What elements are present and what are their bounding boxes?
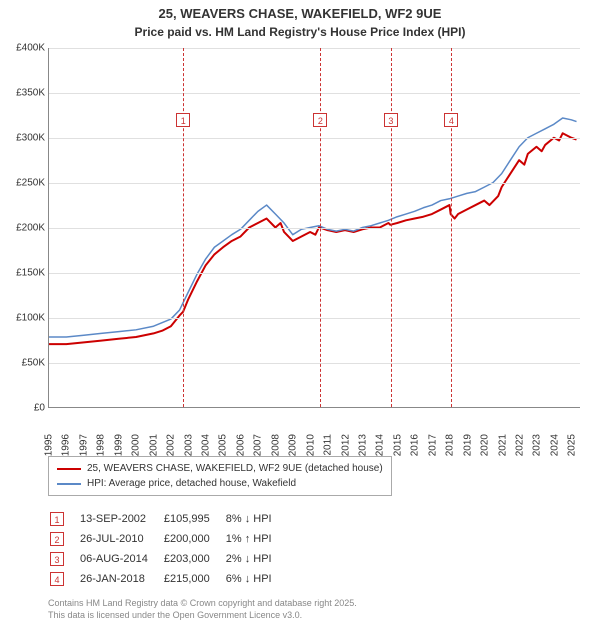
y-tick-label: £150K bbox=[7, 268, 45, 279]
x-tick-label: 2009 bbox=[288, 434, 299, 456]
sale-marker-label: 3 bbox=[384, 113, 398, 127]
legend-label: 25, WEAVERS CHASE, WAKEFIELD, WF2 9UE (d… bbox=[87, 461, 383, 476]
y-tick-label: £100K bbox=[7, 313, 45, 324]
gridline bbox=[49, 138, 580, 139]
sale-row: 2 26-JUL-2010£200,0001% ↑ HPI bbox=[50, 530, 286, 548]
legend-label: HPI: Average price, detached house, Wake… bbox=[87, 476, 296, 491]
x-tick-label: 2014 bbox=[375, 434, 386, 456]
x-tick-label: 2011 bbox=[323, 434, 334, 456]
sale-marker-label: 2 bbox=[313, 113, 327, 127]
gridline bbox=[49, 93, 580, 94]
x-tick-label: 1998 bbox=[96, 434, 107, 456]
x-tick-label: 2002 bbox=[166, 434, 177, 456]
sale-marker-line bbox=[391, 48, 392, 407]
sale-index: 1 bbox=[50, 512, 64, 526]
sale-diff: 6% ↓ HPI bbox=[226, 570, 286, 588]
x-tick-label: 2017 bbox=[427, 434, 438, 456]
sale-marker-label: 1 bbox=[176, 113, 190, 127]
x-tick-label: 2022 bbox=[514, 434, 525, 456]
x-tick-label: 2018 bbox=[445, 434, 456, 456]
x-tick-label: 2019 bbox=[462, 434, 473, 456]
sale-index: 3 bbox=[50, 552, 64, 566]
x-tick-label: 2005 bbox=[218, 434, 229, 456]
sale-date: 13-SEP-2002 bbox=[80, 510, 162, 528]
legend: 25, WEAVERS CHASE, WAKEFIELD, WF2 9UE (d… bbox=[48, 456, 392, 496]
x-tick-label: 1995 bbox=[44, 434, 55, 456]
x-tick-label: 2006 bbox=[235, 434, 246, 456]
x-tick-label: 1997 bbox=[78, 434, 89, 456]
sale-index: 4 bbox=[50, 572, 64, 586]
footer: Contains HM Land Registry data © Crown c… bbox=[48, 598, 590, 621]
sale-date: 26-JAN-2018 bbox=[80, 570, 162, 588]
sale-row: 4 26-JAN-2018£215,0006% ↓ HPI bbox=[50, 570, 286, 588]
sale-row: 3 06-AUG-2014£203,0002% ↓ HPI bbox=[50, 550, 286, 568]
sale-marker-line bbox=[320, 48, 321, 407]
x-tick-label: 1996 bbox=[61, 434, 72, 456]
x-tick-label: 2020 bbox=[480, 434, 491, 456]
sale-price: £203,000 bbox=[164, 550, 224, 568]
sale-diff: 1% ↑ HPI bbox=[226, 530, 286, 548]
gridline bbox=[49, 363, 580, 364]
y-tick-label: £50K bbox=[7, 358, 45, 369]
sale-row: 1 13-SEP-2002£105,9958% ↓ HPI bbox=[50, 510, 286, 528]
gridline bbox=[49, 228, 580, 229]
gridline bbox=[49, 273, 580, 274]
x-tick-label: 2003 bbox=[183, 434, 194, 456]
chart: £0£50K£100K£150K£200K£250K£300K£350K£400… bbox=[10, 48, 590, 408]
legend-row: HPI: Average price, detached house, Wake… bbox=[57, 476, 383, 491]
x-tick-label: 2016 bbox=[410, 434, 421, 456]
x-tick-label: 2001 bbox=[148, 434, 159, 456]
title-main: 25, WEAVERS CHASE, WAKEFIELD, WF2 9UE bbox=[0, 6, 600, 23]
legend-swatch bbox=[57, 483, 81, 485]
gridline bbox=[49, 48, 580, 49]
sale-diff: 8% ↓ HPI bbox=[226, 510, 286, 528]
y-tick-label: £200K bbox=[7, 223, 45, 234]
y-tick-label: £250K bbox=[7, 178, 45, 189]
x-tick-label: 2023 bbox=[532, 434, 543, 456]
y-tick-label: £300K bbox=[7, 133, 45, 144]
title-sub: Price paid vs. HM Land Registry's House … bbox=[0, 25, 600, 41]
footer-line: Contains HM Land Registry data © Crown c… bbox=[48, 598, 590, 610]
x-tick-label: 2004 bbox=[200, 434, 211, 456]
plot-area: £0£50K£100K£150K£200K£250K£300K£350K£400… bbox=[48, 48, 580, 408]
sale-marker-line bbox=[451, 48, 452, 407]
sale-price: £200,000 bbox=[164, 530, 224, 548]
x-tick-label: 2000 bbox=[131, 434, 142, 456]
x-tick-label: 2008 bbox=[270, 434, 281, 456]
x-tick-label: 1999 bbox=[113, 434, 124, 456]
sale-price: £105,995 bbox=[164, 510, 224, 528]
y-tick-label: £350K bbox=[7, 88, 45, 99]
y-tick-label: £400K bbox=[7, 43, 45, 54]
x-tick-label: 2013 bbox=[357, 434, 368, 456]
series-price_paid bbox=[49, 134, 577, 345]
sale-marker-label: 4 bbox=[444, 113, 458, 127]
legend-row: 25, WEAVERS CHASE, WAKEFIELD, WF2 9UE (d… bbox=[57, 461, 383, 476]
footer-line: This data is licensed under the Open Gov… bbox=[48, 610, 590, 622]
gridline bbox=[49, 183, 580, 184]
x-tick-label: 2010 bbox=[305, 434, 316, 456]
x-tick-label: 2015 bbox=[392, 434, 403, 456]
x-tick-label: 2012 bbox=[340, 434, 351, 456]
x-tick-label: 2024 bbox=[549, 434, 560, 456]
sale-index: 2 bbox=[50, 532, 64, 546]
sale-diff: 2% ↓ HPI bbox=[226, 550, 286, 568]
chart-title: 25, WEAVERS CHASE, WAKEFIELD, WF2 9UE Pr… bbox=[0, 0, 600, 40]
gridline bbox=[49, 318, 580, 319]
y-tick-label: £0 bbox=[7, 403, 45, 414]
x-tick-label: 2007 bbox=[253, 434, 264, 456]
sales-table: 1 13-SEP-2002£105,9958% ↓ HPI 2 26-JUL-2010… bbox=[48, 508, 288, 590]
sale-date: 06-AUG-2014 bbox=[80, 550, 162, 568]
sale-marker-line bbox=[183, 48, 184, 407]
x-tick-label: 2021 bbox=[497, 434, 508, 456]
x-tick-label: 2025 bbox=[567, 434, 578, 456]
sale-date: 26-JUL-2010 bbox=[80, 530, 162, 548]
legend-swatch bbox=[57, 468, 81, 470]
sale-price: £215,000 bbox=[164, 570, 224, 588]
